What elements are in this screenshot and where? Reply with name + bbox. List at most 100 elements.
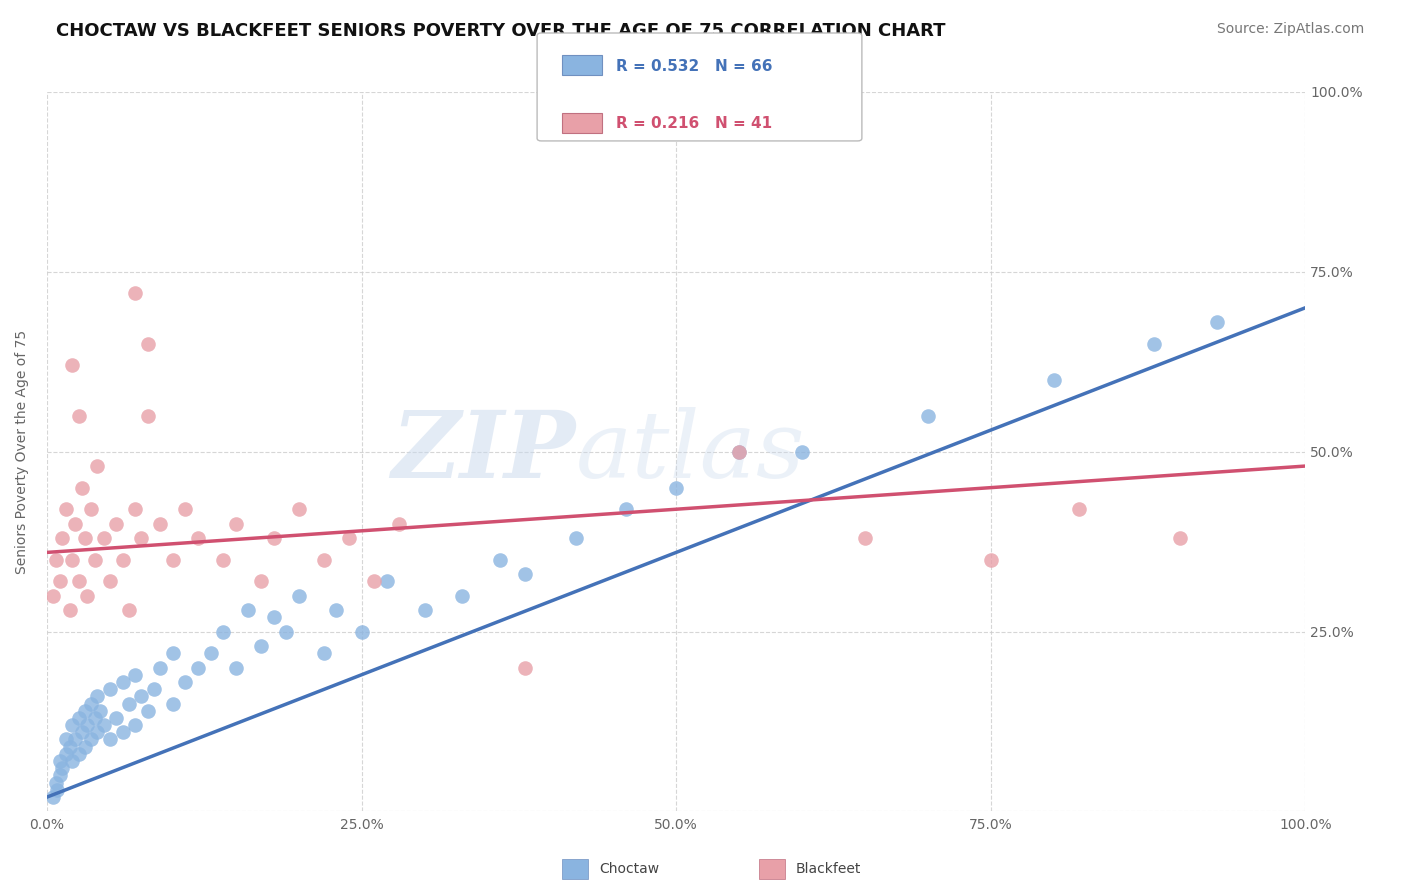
Point (1042, 373, 1064, 387)
Point (98, 682, 121, 697)
Point (162, 552, 184, 566)
Text: Source: ZipAtlas.com: Source: ZipAtlas.com (1216, 22, 1364, 37)
Point (42, 790, 65, 805)
Point (790, 444, 813, 458)
Point (67, 747, 90, 761)
Point (263, 610, 285, 624)
Point (42, 589, 65, 603)
Point (63, 516, 86, 531)
Point (80, 697, 103, 711)
Point (212, 552, 235, 566)
Point (312, 646, 335, 660)
Point (614, 502, 637, 516)
Point (136, 409, 159, 423)
Point (83, 711, 105, 725)
Point (200, 646, 222, 660)
Point (60, 754, 83, 768)
Point (89, 704, 111, 718)
Point (451, 589, 474, 603)
Point (93, 531, 115, 545)
Point (105, 516, 128, 531)
Point (363, 574, 385, 589)
Point (212, 624, 235, 639)
Point (48, 754, 70, 768)
Point (72, 481, 94, 495)
Point (225, 516, 247, 531)
Point (55, 747, 77, 761)
Point (515, 660, 537, 674)
Point (980, 552, 1002, 566)
Point (131, 690, 153, 704)
Point (59, 739, 82, 754)
Point (60, 552, 83, 566)
Point (83, 552, 105, 566)
Point (287, 502, 309, 516)
Point (118, 603, 141, 617)
Text: ZIP: ZIP (391, 407, 575, 497)
Point (67, 574, 90, 589)
Point (238, 603, 260, 617)
Point (72, 725, 94, 739)
Point (564, 531, 586, 545)
Point (48, 574, 70, 589)
Point (45, 552, 67, 566)
Point (917, 409, 939, 423)
Point (143, 682, 166, 697)
Point (105, 711, 128, 725)
Point (131, 531, 153, 545)
Point (149, 516, 172, 531)
Point (250, 574, 273, 589)
Text: Choctaw: Choctaw (599, 862, 659, 876)
Point (86, 690, 108, 704)
Point (225, 660, 247, 674)
Point (665, 481, 688, 495)
Text: Blackfeet: Blackfeet (796, 862, 860, 876)
Point (60, 718, 83, 732)
Point (136, 336, 159, 351)
Point (162, 697, 184, 711)
Point (853, 531, 876, 545)
Text: CHOCTAW VS BLACKFEET SENIORS POVERTY OVER THE AGE OF 75 CORRELATION CHART: CHOCTAW VS BLACKFEET SENIORS POVERTY OVE… (56, 22, 946, 40)
Point (263, 531, 285, 545)
Point (45, 775, 67, 789)
Point (1143, 336, 1166, 351)
Point (1168, 531, 1191, 545)
Point (124, 502, 146, 516)
Text: R = 0.216   N = 41: R = 0.216 N = 41 (616, 117, 772, 131)
Point (162, 646, 184, 660)
Point (60, 359, 83, 373)
Point (413, 603, 436, 617)
Point (48, 768, 70, 782)
Point (174, 502, 197, 516)
Point (73, 704, 96, 718)
Point (124, 286, 146, 301)
Point (55, 502, 77, 516)
Point (86, 458, 108, 473)
Point (136, 704, 159, 718)
Text: R = 0.532   N = 66: R = 0.532 N = 66 (616, 59, 772, 73)
Point (187, 531, 209, 545)
Point (73, 739, 96, 754)
Point (98, 732, 121, 747)
Point (337, 531, 360, 545)
Point (276, 624, 298, 639)
Point (93, 718, 115, 732)
Point (86, 725, 108, 739)
Point (375, 574, 398, 589)
Point (67, 711, 90, 725)
Point (118, 697, 141, 711)
Point (312, 552, 335, 566)
Point (515, 566, 537, 581)
Point (187, 660, 209, 674)
Point (350, 624, 373, 639)
Point (76, 589, 98, 603)
Point (46, 783, 69, 797)
Point (63, 732, 86, 747)
Point (67, 409, 90, 423)
Point (98, 574, 121, 589)
Point (51, 761, 73, 775)
Point (287, 589, 309, 603)
Point (73, 531, 96, 545)
Point (250, 639, 273, 653)
Point (174, 674, 197, 689)
